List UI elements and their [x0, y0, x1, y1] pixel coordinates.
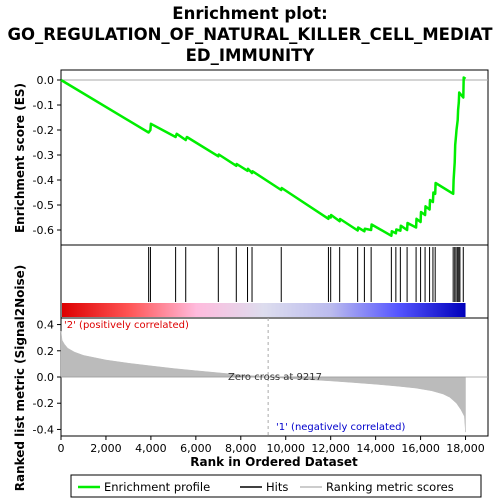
es-y-tick-label: -0.2	[33, 124, 54, 137]
x-axis-label: Rank in Ordered Dataset	[190, 455, 358, 469]
metric-y-tick-label: 0.4	[37, 319, 55, 332]
x-tick-label: 18,000	[446, 442, 485, 455]
x-tick-label: 10,000	[266, 442, 305, 455]
enrichment-profile-line	[60, 76, 467, 238]
hits-group	[148, 247, 464, 302]
es-panel-frame	[60, 69, 489, 246]
es-line-group	[60, 76, 467, 238]
metric-y-tick-label: -0.4	[33, 423, 54, 436]
positive-correlation-label: '2' (positively correlated)	[64, 320, 189, 331]
x-tick-label: 16,000	[401, 442, 440, 455]
es-y-tick-label: -0.1	[33, 99, 54, 112]
legend-box	[70, 474, 482, 498]
ranking-metric-area	[60, 331, 466, 433]
metric-y-tick-label: -0.2	[33, 397, 54, 410]
es-y-tick-label: -0.4	[33, 174, 54, 187]
es-y-tick-label: -0.5	[33, 199, 54, 212]
x-tick-label: 6,000	[180, 442, 212, 455]
metric-y-axis-label: Ranked list metric (Signal2Noise)	[13, 265, 27, 492]
title-line-1: Enrichment plot:	[172, 4, 327, 23]
es-y-axis-label: Enrichment score (ES)	[13, 83, 27, 233]
zero-cross-label: Zero cross at 9217	[228, 372, 322, 383]
x-tick-label: 12,000	[311, 442, 350, 455]
metric-y-tick-label: 0.2	[37, 345, 55, 358]
legend-enrichment-label: Enrichment profile	[104, 480, 210, 494]
metric-y-tick-label: 0.0	[37, 371, 55, 384]
es-y-axis: 0.0 -0.1 -0.2 -0.3 -0.4 -0.5 -0.6	[33, 74, 61, 237]
x-axis: 0 2,000 4,000 6,000 8,000 10,000 12,000 14,000 1…	[58, 436, 485, 455]
legend-metric-label: Ranking metric scores	[326, 480, 454, 494]
x-tick-label: 14,000	[356, 442, 395, 455]
es-y-tick-label: 0.0	[37, 74, 55, 87]
legend-hits-label: Hits	[266, 480, 288, 494]
title-line-3: ED_IMMUNITY	[186, 46, 316, 65]
x-tick-label: 8,000	[225, 442, 257, 455]
metric-area-group	[60, 318, 488, 436]
x-tick-label: 2,000	[90, 442, 122, 455]
rank-gradient-bar	[62, 303, 466, 317]
title-line-2: GO_REGULATION_OF_NATURAL_KILLER_CELL_MED…	[7, 25, 493, 44]
es-y-tick-label: -0.3	[33, 149, 54, 162]
x-tick-label: 4,000	[135, 442, 167, 455]
x-tick-label: 0	[58, 442, 65, 455]
es-y-tick-label: -0.6	[33, 224, 54, 237]
metric-y-axis: 0.4 0.2 0.0 -0.2 -0.4	[33, 319, 61, 436]
negative-correlation-label: '1' (negatively correlated)	[276, 422, 405, 433]
gradient-rect	[62, 303, 466, 317]
